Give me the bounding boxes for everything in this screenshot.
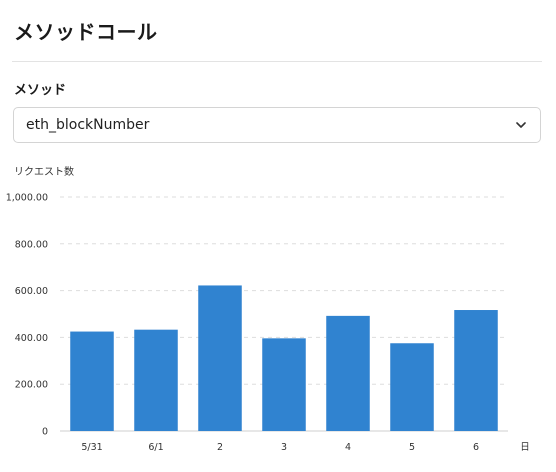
method-select[interactable]: eth_blockNumber [13, 107, 541, 143]
x-tick-label: 6/1 [148, 442, 163, 453]
chevron-down-icon[interactable] [514, 118, 528, 132]
y-tick-label: 200.00 [15, 380, 48, 391]
method-label: メソッド [14, 83, 67, 98]
y-tick-label: 1,000.00 [6, 193, 48, 204]
x-tick-label: 3 [281, 442, 287, 453]
x-tick-label: 5/31 [81, 442, 102, 453]
x-axis-label: 日 [520, 442, 530, 453]
chart-y-axis-label: リクエスト数 [14, 167, 74, 178]
bar [454, 310, 498, 431]
divider [12, 61, 542, 62]
method-select-value: eth_blockNumber [26, 117, 150, 133]
y-tick-label: 600.00 [15, 286, 48, 297]
bar [134, 329, 178, 431]
bar [262, 338, 306, 431]
y-tick-label: 400.00 [15, 333, 48, 344]
bar [326, 315, 370, 431]
bar [198, 285, 242, 431]
x-tick-label: 4 [345, 442, 351, 453]
bar [70, 331, 114, 431]
page-title: メソッドコール [14, 20, 158, 44]
request-count-chart: 0 200.00 400.00 600.00 800.00 1,000.00 5/31 6/1… [6, 193, 530, 454]
x-tick-label: 2 [217, 442, 223, 453]
bar [390, 343, 434, 431]
y-tick-label: 0 [42, 427, 48, 438]
x-tick-label: 6 [473, 442, 479, 453]
y-tick-label: 800.00 [15, 239, 48, 250]
x-tick-label: 5 [409, 442, 415, 453]
